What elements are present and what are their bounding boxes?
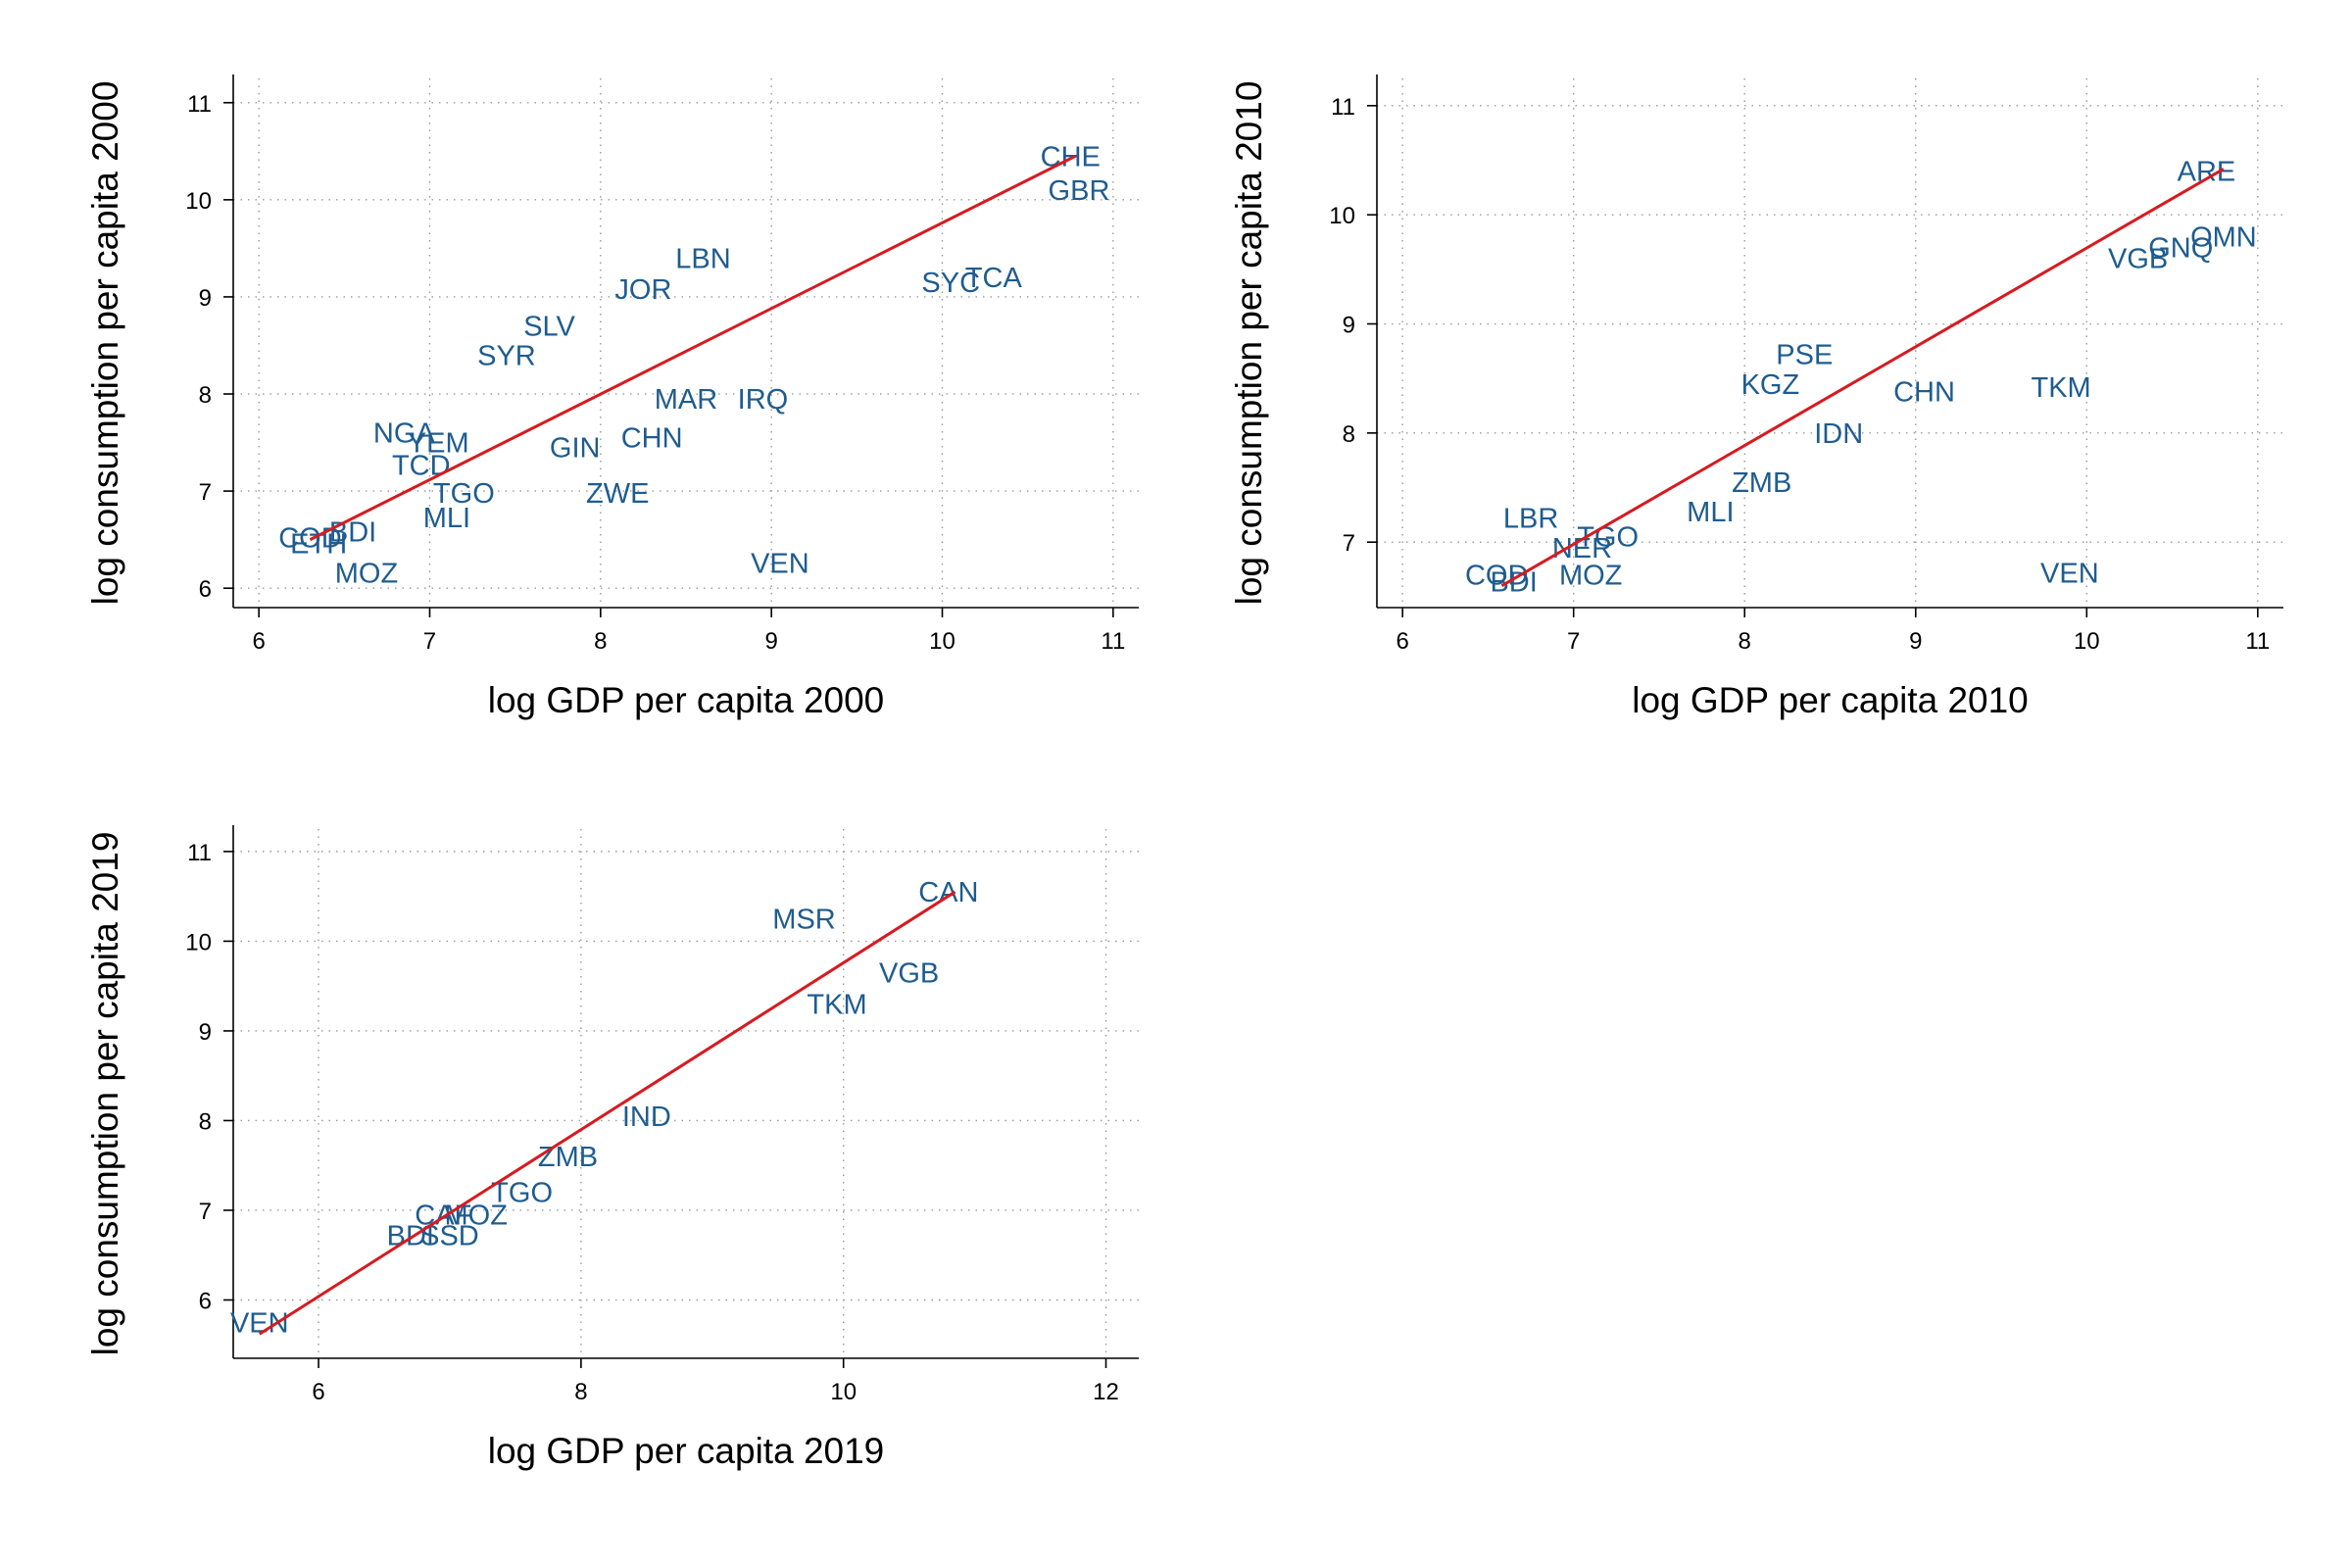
- point-label-zwe: ZWE: [586, 478, 649, 510]
- point-label-tcd: TCD: [392, 450, 451, 481]
- y-axis-title: log consumption per capita 2000: [85, 81, 125, 606]
- point-label-ven: VEN: [751, 548, 809, 579]
- point-label-chn: CHN: [621, 423, 683, 455]
- point-label-irq: IRQ: [738, 384, 789, 416]
- point-label-gnq: GNQ: [2148, 233, 2213, 265]
- point-label-yem: YEM: [408, 428, 469, 460]
- x-tick-label: 8: [574, 1379, 587, 1405]
- point-label-syc: SYC: [921, 268, 980, 299]
- point-label-are: ARE: [2178, 157, 2236, 188]
- point-label-msr: MSR: [772, 905, 835, 936]
- point-label-ven: VEN: [230, 1307, 289, 1339]
- y-tick-label: 9: [199, 1019, 212, 1046]
- x-tick-label: 9: [764, 628, 777, 655]
- point-label-bdi: BDI: [1490, 566, 1537, 598]
- y-axis-title: log consumption per capita 2019: [85, 832, 125, 1356]
- point-label-can: CAN: [918, 877, 978, 908]
- point-label-kgz: KGZ: [1741, 369, 1800, 401]
- x-tick-label: 10: [830, 1379, 857, 1405]
- chart-panel-1: 6 7 8 9 10 11 6 7 8 9 10 11 log GDP per capita 2000 l…: [85, 74, 1139, 720]
- y-tick-label: 7: [199, 1199, 212, 1225]
- x-tick-label: 7: [423, 628, 436, 655]
- point-label-bdi: BDI: [329, 517, 376, 549]
- y-axis-title: log consumption per capita 2010: [1229, 81, 1269, 606]
- point-label-omn: OMN: [2190, 221, 2257, 253]
- point-label-syr: SYR: [477, 340, 536, 371]
- y-tick-label: 6: [199, 576, 212, 603]
- point-label-vgb: VGB: [2108, 244, 2168, 275]
- point-label-tkm: TKM: [2032, 372, 2091, 404]
- y-tick-label: 10: [185, 188, 212, 215]
- y-tick-label: 6: [199, 1289, 212, 1315]
- point-label-moz: MOZ: [335, 558, 398, 589]
- x-tick-label: 7: [1567, 628, 1580, 655]
- x-tick-label: 8: [594, 628, 607, 655]
- fit-line: [1500, 168, 2225, 588]
- point-label-gbr: GBR: [1049, 175, 1110, 207]
- x-tick-label: 6: [1396, 628, 1408, 655]
- point-label-tgo: TGO: [433, 478, 495, 510]
- point-label-tgo: TGO: [491, 1178, 553, 1209]
- y-tick-label: 11: [187, 91, 212, 118]
- point-label-jor: JOR: [614, 274, 671, 306]
- y-tick-label: 8: [1343, 421, 1355, 448]
- point-label-lbr: LBR: [1503, 504, 1558, 535]
- point-label-lbn: LBN: [675, 243, 730, 274]
- point-label-pse: PSE: [1776, 340, 1833, 371]
- y-tick-label: 11: [1331, 94, 1355, 121]
- y-tick-label: 9: [199, 285, 212, 312]
- point-label-idn: IDN: [1814, 418, 1863, 450]
- y-tick-label: 7: [199, 479, 212, 506]
- fit-line: [309, 154, 1077, 541]
- fit-line: [258, 890, 956, 1336]
- y-tick-label: 10: [1329, 203, 1355, 229]
- point-label-ind: IND: [622, 1102, 671, 1133]
- x-tick-label: 10: [2074, 628, 2100, 655]
- x-axis-title: log GDP per capita 2010: [1632, 680, 2029, 720]
- x-tick-label: 6: [312, 1379, 324, 1405]
- x-tick-label: 9: [1909, 628, 1922, 655]
- point-label-slv: SLV: [523, 312, 575, 343]
- point-label-tkm: TKM: [807, 989, 866, 1020]
- point-label-mli: MLI: [1687, 497, 1734, 528]
- point-label-nga: NGA: [373, 418, 436, 450]
- point-label-chn: CHN: [1893, 377, 1955, 409]
- point-label-zmb: ZMB: [1732, 467, 1791, 499]
- point-label-zmb: ZMB: [538, 1142, 598, 1173]
- point-label-ven: VEN: [2040, 558, 2099, 589]
- y-tick-label: 8: [199, 382, 212, 409]
- point-label-vgb: VGB: [879, 957, 939, 989]
- y-tick-label: 8: [199, 1108, 212, 1135]
- point-label-mar: MAR: [655, 384, 717, 416]
- y-tick-label: 7: [1343, 530, 1355, 557]
- y-tick-label: 10: [185, 929, 212, 956]
- x-tick-label: 11: [1101, 628, 1125, 655]
- x-axis-title: log GDP per capita 2000: [488, 680, 885, 720]
- point-label-gin: GIN: [550, 433, 601, 465]
- x-tick-label: 10: [929, 628, 956, 655]
- point-label-moz: MOZ: [1559, 561, 1622, 592]
- x-tick-label: 6: [252, 628, 265, 655]
- y-tick-label: 11: [187, 840, 212, 866]
- point-label-moz: MOZ: [445, 1200, 508, 1232]
- x-tick-label: 12: [1093, 1379, 1119, 1405]
- x-tick-label: 11: [2245, 628, 2270, 655]
- point-label-mli: MLI: [423, 503, 470, 534]
- point-label-tca: TCA: [965, 263, 1023, 294]
- chart-panel-3: 6 8 10 12 6 7 8 9 10 11 log GDP per capita 2019 log…: [85, 825, 1139, 1471]
- x-axis-title: log GDP per capita 2019: [488, 1431, 885, 1471]
- y-tick-label: 9: [1343, 313, 1355, 339]
- chart-panel-2: 6 7 8 9 10 11 7 8 9 10 11 log GDP per capita 2010 lo…: [1229, 74, 2283, 720]
- x-tick-label: 8: [1739, 628, 1751, 655]
